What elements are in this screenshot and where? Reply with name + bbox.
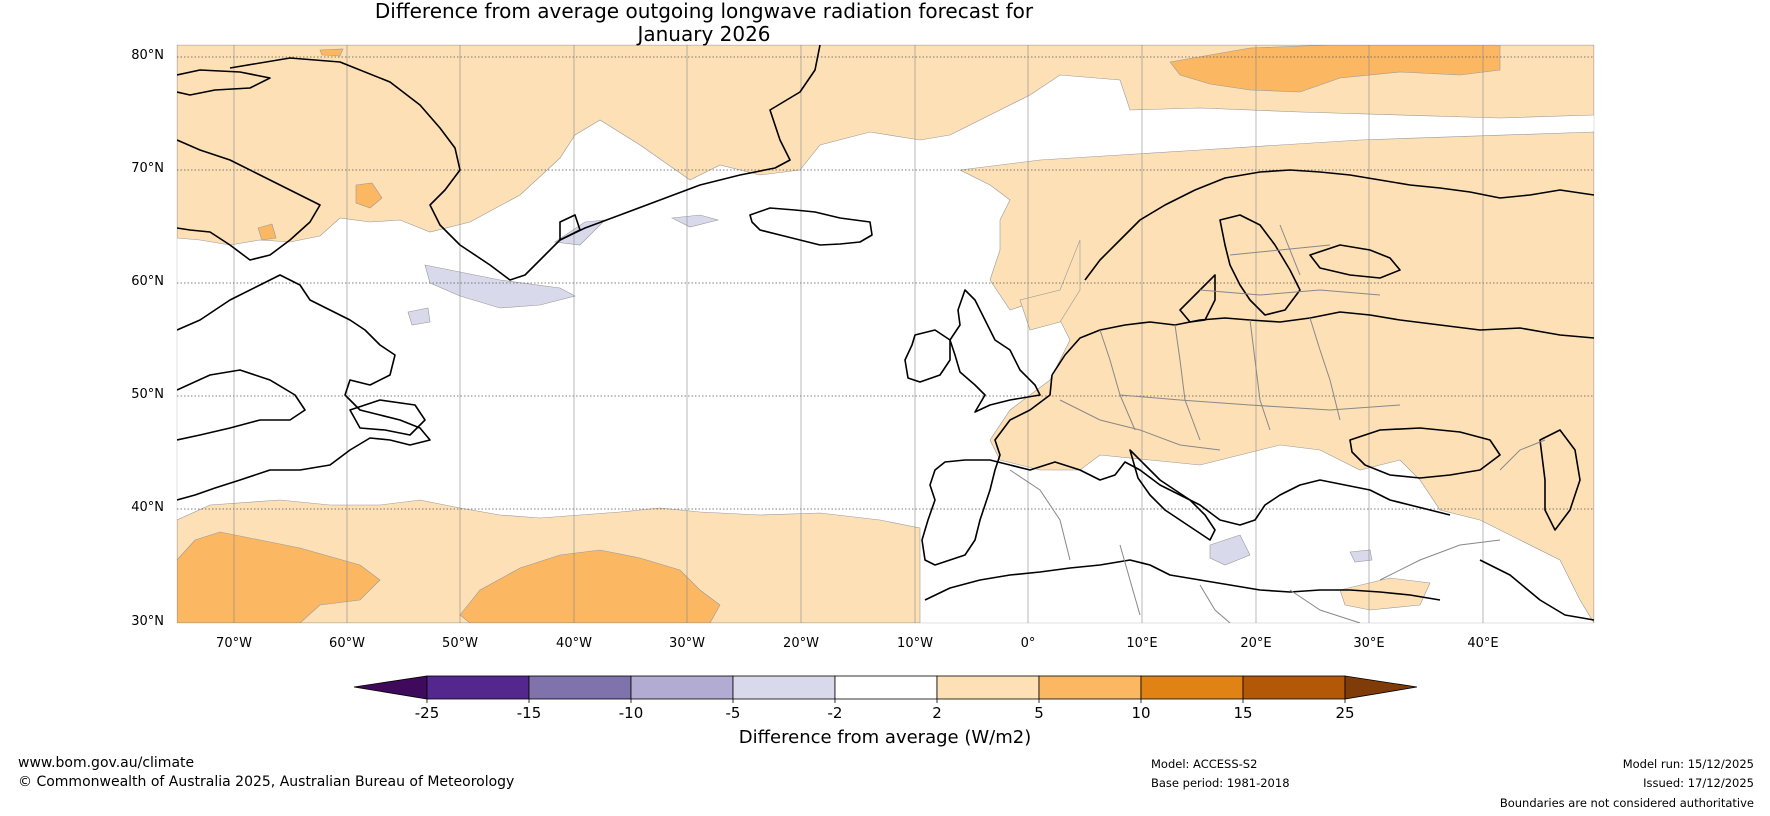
lon-label-20e: 20°E <box>1240 636 1272 651</box>
lon-label-10w: 10°W <box>897 636 933 651</box>
colorbar-bin-9 <box>1242 675 1346 700</box>
colorbar-tick-label: 25 <box>1335 704 1355 722</box>
chart-title-line-2: January 2026 <box>637 22 771 46</box>
greenland-coast <box>229 45 821 281</box>
colorbar-tick-label: 10 <box>1131 704 1151 722</box>
iberia-coast <box>921 374 1053 566</box>
lon-label-10e: 10°E <box>1126 636 1158 651</box>
anomaly-negative-light <box>407 214 1373 566</box>
baffin-coast <box>177 139 321 261</box>
map-frame <box>176 44 1595 624</box>
lon-label-30e: 30°E <box>1353 636 1385 651</box>
lat-label-80n: 80°N <box>131 48 164 63</box>
graticule-meridians <box>233 45 1484 623</box>
italy-coast <box>1129 449 1216 541</box>
colorbar-bin-5 <box>834 675 938 700</box>
graticule <box>177 56 1594 510</box>
colorbar-title: Difference from average (W/m2) <box>738 727 1032 748</box>
colorbar-bin-6 <box>936 675 1040 700</box>
colorbar-extend-high <box>1344 675 1418 700</box>
lon-label-0: 0° <box>1020 636 1036 651</box>
issued-date: Issued: 17/12/2025 <box>1643 776 1754 790</box>
chart-title: Difference from average outgoing longwav… <box>0 0 1408 46</box>
colorbar-bin-4 <box>732 675 836 700</box>
boundaries-disclaimer: Boundaries are not considered authoritat… <box>1499 796 1754 810</box>
website-link[interactable]: www.bom.gov.au/climate <box>18 755 195 771</box>
copyright-text: © Commonwealth of Australia 2025, Austra… <box>18 774 515 790</box>
colorbar-tick-label: -25 <box>414 704 440 722</box>
colorbar-bin-3 <box>630 675 734 700</box>
africa-north-coast <box>924 559 1441 601</box>
colorbar-tick-label: 5 <box>1034 704 1044 722</box>
colorbar-bin-7 <box>1038 675 1142 700</box>
lon-label-60w: 60°W <box>329 636 365 651</box>
base-period: Base period: 1981-2018 <box>1151 776 1290 790</box>
chart-title-line-1: Difference from average outgoing longwav… <box>374 0 1034 23</box>
colorbar-tick-label: 2 <box>932 704 942 722</box>
model-run-date: Model run: 15/12/2025 <box>1622 757 1754 771</box>
colorbar-tick-marks <box>426 699 1346 703</box>
colorbar-extend-low <box>353 675 428 700</box>
lon-label-30w: 30°W <box>669 636 705 651</box>
country-borders <box>1009 224 1546 623</box>
lon-label-20w: 20°W <box>783 636 819 651</box>
mediterranean-coast <box>1009 461 1451 526</box>
lat-label-50n: 50°N <box>131 387 164 402</box>
colorbar <box>353 675 1418 700</box>
lat-label-40n: 40°N <box>131 500 164 515</box>
lon-label-40e: 40°E <box>1467 636 1499 651</box>
colorbar-bin-2 <box>528 675 632 700</box>
lat-label-70n: 70°N <box>131 161 164 176</box>
lat-label-30n: 30°N <box>131 614 164 629</box>
scandinavia-coast <box>1084 169 1594 281</box>
colorbar-tick-label: 15 <box>1233 704 1253 722</box>
colorbar-tick-label: -5 <box>725 704 741 722</box>
coastlines <box>177 45 1594 621</box>
lon-label-50w: 50°W <box>442 636 478 651</box>
colorbar-bin-8 <box>1140 675 1244 700</box>
ireland-coast <box>904 329 951 383</box>
black-sea-coast <box>1349 427 1501 479</box>
colorbar-bin-1 <box>426 675 530 700</box>
labrador-coast <box>177 274 431 501</box>
europe-north-coast <box>1051 311 1594 376</box>
colorbar-tick-label: -10 <box>618 704 644 722</box>
lon-label-70w: 70°W <box>216 636 252 651</box>
iceland-coast <box>749 207 873 246</box>
model-name: Model: ACCESS-S2 <box>1151 757 1258 771</box>
colorbar-tick-label: -15 <box>516 704 542 722</box>
colorbar-tick-label: -2 <box>827 704 843 722</box>
lon-label-40w: 40°W <box>556 636 592 651</box>
lat-label-60n: 60°N <box>131 274 164 289</box>
